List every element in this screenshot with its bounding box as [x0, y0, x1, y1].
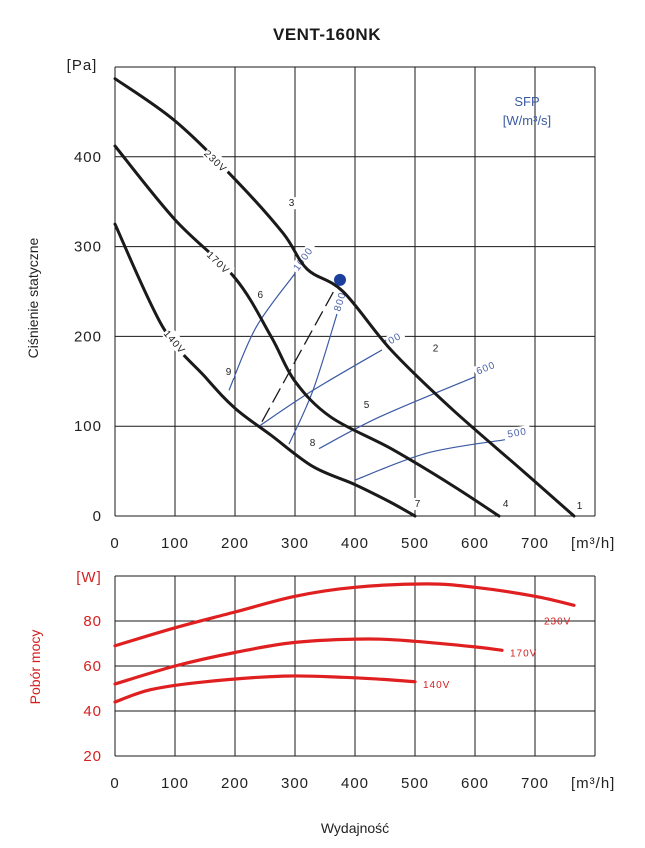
fan-curve-label-bg	[201, 145, 233, 177]
power-x-unit: [m³/h]	[571, 775, 615, 792]
point-label-bg	[413, 498, 423, 511]
sfp-curve-500	[354, 439, 506, 481]
point-label-9: 9	[226, 367, 233, 378]
fan-curve-170V	[113, 144, 501, 518]
pressure-y-label: Ciśnienie statyczne	[25, 237, 41, 358]
pressure-y-tick-label: 300	[74, 239, 102, 256]
power-x-tick-label: 0	[110, 775, 119, 792]
sfp-curve-700	[258, 349, 383, 427]
point-label-3: 3	[289, 198, 296, 209]
power-x-tick-label: 300	[281, 775, 309, 792]
pressure-y-tick-label: 200	[74, 328, 102, 345]
sfp-label-bg	[289, 241, 319, 275]
point-label-bg	[308, 436, 318, 449]
power-y-label: Pobór mocy	[27, 630, 43, 705]
pressure-x-tick-label: 600	[461, 535, 489, 552]
power-panel: 0 100 200 300 400 500 600 700 20 40 60 80 230V 170V 14…	[83, 575, 596, 792]
pressure-x-tick-label: 300	[281, 535, 309, 552]
power-x-tick-label: 400	[341, 775, 369, 792]
pressure-y-tick-label: 0	[93, 508, 102, 525]
pressure-x-tick-label: 500	[401, 535, 429, 552]
pressure-y-tick-label: 400	[74, 149, 102, 166]
pressure-panel: 0 100 200 300 400 500 600 700010020030040010008…	[74, 66, 596, 552]
point-label-bg	[362, 399, 372, 412]
point-label-1: 1	[577, 501, 584, 512]
point-label-bg	[431, 342, 441, 355]
power-curve-140V	[113, 674, 417, 704]
power-y-tick-label: 60	[83, 658, 102, 675]
point-label-7: 7	[415, 499, 422, 510]
sfp-label-600: 600	[475, 360, 497, 378]
power-y-tick-label: 40	[83, 703, 102, 720]
power-x-tick-label: 600	[461, 775, 489, 792]
pressure-x-tick-label: 200	[221, 535, 249, 552]
operating-dashed-line	[261, 279, 341, 423]
power-y-unit: [W]	[76, 569, 102, 586]
operating-point-marker	[334, 273, 346, 286]
sfp-label-bg	[504, 424, 532, 441]
power-x-tick-label: 500	[401, 775, 429, 792]
sfp-curve-1000	[228, 273, 296, 391]
point-label-bg	[575, 499, 585, 512]
point-label-5: 5	[364, 400, 371, 411]
power-y-tick-label: 20	[83, 748, 102, 765]
pressure-y-unit: [Pa]	[67, 57, 98, 74]
sfp-curve-800	[288, 313, 338, 445]
fan-curve-140V	[113, 222, 417, 518]
chart-title: VENT-160NK	[273, 25, 381, 44]
fan-curve-label-bg	[204, 247, 236, 278]
fan-curve-230V	[113, 77, 576, 518]
sfp-curve-600	[318, 376, 476, 450]
power-x-tick-label: 100	[161, 775, 189, 792]
point-label-4: 4	[503, 499, 510, 510]
point-label-bg	[224, 366, 234, 379]
point-label-bg	[255, 288, 266, 301]
point-label-bg	[501, 498, 512, 511]
pressure-x-tick-label: 0	[110, 535, 119, 552]
power-curve-label-230V: 230V	[544, 616, 571, 627]
power-curve-label-140V: 140V	[423, 680, 450, 691]
sfp-label-bg	[472, 357, 501, 379]
point-label-bg	[287, 197, 297, 210]
point-label-2: 2	[433, 344, 440, 355]
pressure-x-tick-label: 100	[161, 535, 189, 552]
power-y-tick-label: 80	[83, 613, 102, 630]
power-curve-170V	[113, 637, 504, 686]
power-curve-230V	[113, 582, 576, 648]
power-x-tick-label: 200	[221, 775, 249, 792]
pressure-x-tick-label: 700	[521, 535, 549, 552]
point-label-8: 8	[310, 438, 317, 449]
x-axis-label: Wydajność	[321, 820, 389, 836]
power-curve-label-170V: 170V	[510, 648, 537, 659]
sfp-label-500: 500	[507, 426, 528, 440]
pressure-x-tick-label: 400	[341, 535, 369, 552]
point-label-6: 6	[258, 290, 265, 301]
sfp-unit: [W/m³/s]	[503, 113, 551, 128]
pressure-y-tick-label: 100	[74, 418, 102, 435]
fan-curve-label-bg	[161, 326, 191, 358]
power-x-tick-label: 700	[521, 775, 549, 792]
sfp-title: SFP	[514, 94, 539, 109]
pressure-x-unit: [m³/h]	[571, 535, 615, 552]
